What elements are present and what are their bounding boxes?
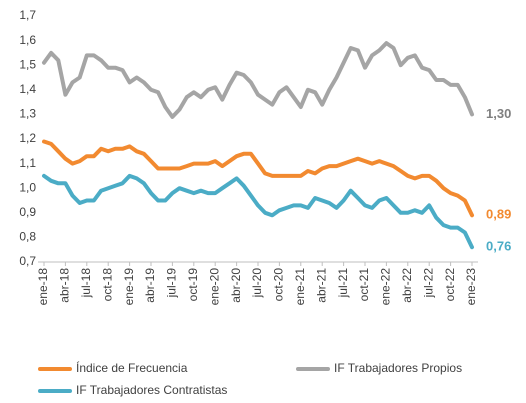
x-tick-label: abr-19: [143, 268, 157, 303]
y-tick-label: 1,1: [19, 156, 36, 170]
legend-label: Índice de Frecuencia: [76, 360, 188, 375]
series-line: [42, 173, 474, 250]
y-tick-label: 0,9: [19, 205, 36, 219]
x-tick-label: abr-22: [400, 268, 414, 303]
y-tick-label: 1,7: [19, 8, 36, 22]
x-tick-label: oct-20: [272, 268, 286, 302]
x-tick-label: ene-21: [293, 268, 307, 306]
x-tick-label: oct-21: [357, 268, 371, 302]
series-line: [42, 41, 474, 119]
x-tick-label: jul-20: [250, 268, 264, 299]
x-tick-label: abr-21: [314, 268, 328, 303]
y-tick-label: 1,5: [19, 57, 36, 71]
x-tick-label: jul-22: [421, 268, 435, 299]
x-tick-label: ene-20: [207, 268, 221, 306]
data-label: 1,30: [486, 106, 511, 121]
y-tick-label: 1,6: [19, 33, 36, 47]
x-tick-label: jul-19: [165, 268, 179, 299]
y-tick-label: 1,0: [19, 180, 36, 194]
x-tick-label: ene-18: [36, 268, 50, 306]
legend-label: IF Trabajadores Contratistas: [76, 383, 227, 397]
data-label: 0,89: [486, 207, 511, 222]
x-tick-label: abr-18: [58, 268, 72, 303]
x-tick-label: ene-19: [122, 268, 136, 306]
x-tick-label: jul-21: [336, 268, 350, 299]
y-tick-label: 0,8: [19, 230, 36, 244]
y-tick-label: 0,7: [19, 254, 36, 268]
x-tick-label: oct-18: [100, 268, 114, 302]
y-tick-label: 1,4: [19, 82, 36, 96]
x-tick-label: ene-23: [464, 268, 478, 306]
x-tick-label: oct-19: [186, 268, 200, 302]
x-tick-label: jul-18: [79, 268, 93, 299]
y-tick-label: 1,2: [19, 131, 36, 145]
x-tick-label: ene-22: [379, 268, 393, 306]
x-tick-label: oct-22: [443, 268, 457, 302]
data-label: 0,76: [486, 239, 511, 254]
series-line: [42, 139, 474, 218]
legend-label: IF Trabajadores Propios: [334, 361, 462, 375]
y-tick-label: 1,3: [19, 107, 36, 121]
x-tick-label: abr-20: [229, 268, 243, 303]
